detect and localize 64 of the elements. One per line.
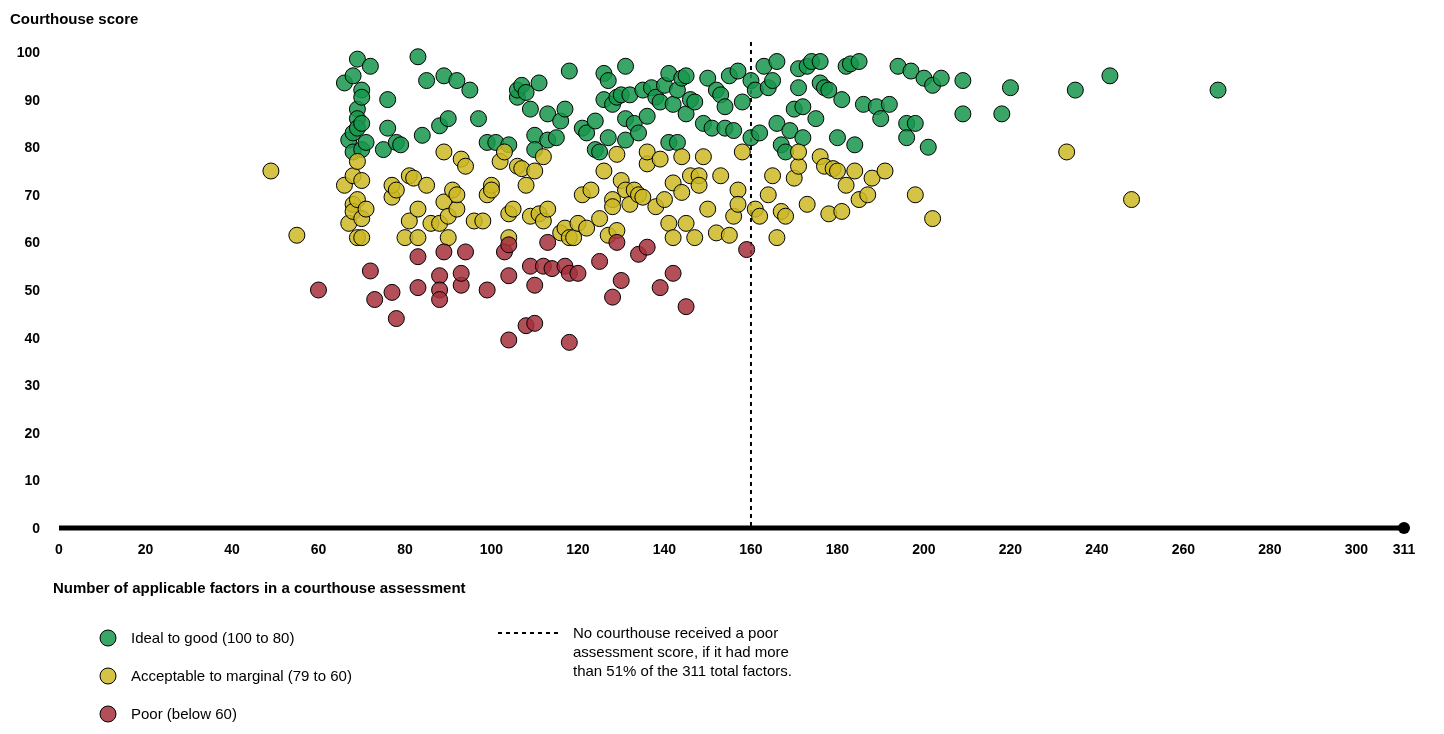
x-tick-label: 180 [825,541,850,557]
y-tick-label: 60 [24,234,41,251]
point [309,281,327,299]
point [664,264,682,282]
point [526,314,544,332]
y-axis-title: Courthouse score [10,10,139,27]
point [383,283,401,301]
point [608,233,626,251]
x-tick-label: 300 [1344,541,1369,557]
point [569,264,587,282]
x-tick-label: 140 [652,541,677,557]
point [500,267,518,285]
x-tick-label: 311 [1392,541,1416,557]
y-tick-label: 80 [24,139,41,156]
x-axis-title: Number of applicable factors in a courthouse assessment [53,579,466,596]
point [366,291,384,309]
point [435,243,453,261]
x-tick-label: 60 [310,541,327,557]
x-tick-label: 240 [1085,541,1109,557]
x-tick-label: 260 [1171,541,1196,557]
point [409,248,427,266]
x-tick-label: 120 [566,541,590,557]
point [604,288,622,306]
point [457,243,475,261]
point [738,241,756,259]
y-tick-label: 0 [32,519,41,536]
x-tick-label: 100 [479,541,504,557]
y-tick-label: 10 [24,472,41,489]
x-tick-label: 0 [55,541,64,557]
y-tick-label: 100 [16,43,41,60]
legend-label: Poor (below 60) [131,705,237,723]
point [500,331,518,349]
y-tick-label: 20 [24,424,41,441]
y-tick-label: 50 [24,281,41,298]
point [387,310,405,328]
y-tick-label: 30 [24,377,41,394]
point [526,276,544,294]
point [500,236,518,254]
point [539,233,557,251]
legend-label: No courthouse received a poor assessment score, if it had more than 51% of the 311 total factors. [573,624,793,679]
legend-label: Ideal to good (100 to 80) [131,629,295,647]
point [409,279,427,297]
point [452,264,470,282]
y-tick-label: 70 [24,186,41,203]
y-tick-label: 90 [24,91,41,108]
x-tick-label: 20 [137,541,154,557]
point [478,281,496,299]
point [560,333,578,351]
x-tick-label: 280 [1258,541,1282,557]
x-tick-label: 220 [998,541,1023,557]
point [677,298,695,316]
x-tick-label: 40 [224,541,240,557]
point [591,252,609,270]
point [431,291,449,309]
y-tick-label: 40 [24,329,41,346]
point [651,279,669,297]
point [361,262,379,280]
x-tick-label: 80 [397,541,413,557]
legend-label: Acceptable to marginal (79 to 60) [131,667,352,685]
x-tick-label: 200 [912,541,936,557]
x-tick-label: 160 [739,541,763,557]
point [612,271,630,289]
point [638,238,656,256]
point [431,267,449,285]
